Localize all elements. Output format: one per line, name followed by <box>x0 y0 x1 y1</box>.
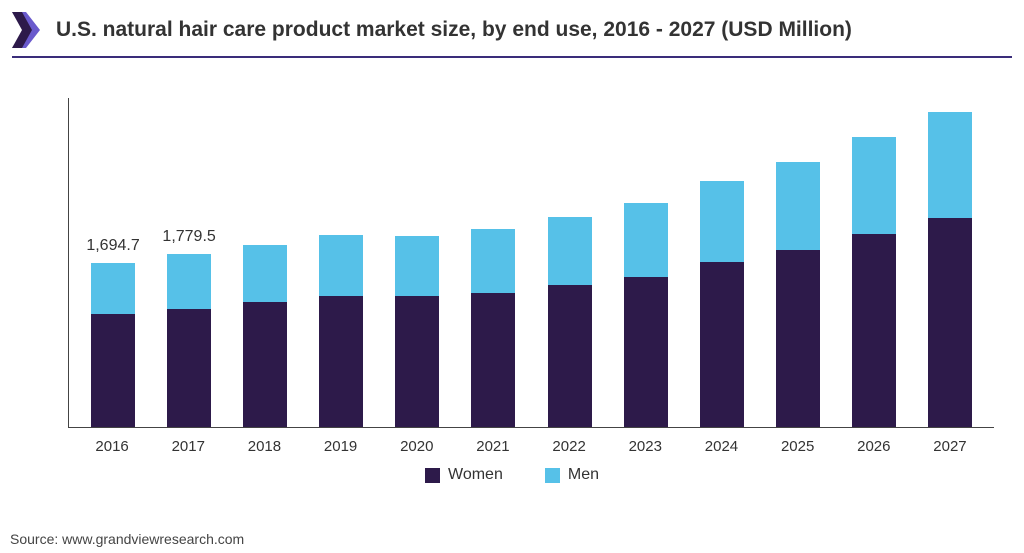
x-axis-label: 2017 <box>150 432 226 458</box>
legend: Women Men <box>0 466 1024 484</box>
bar-segment-women <box>928 218 972 427</box>
bar-stack <box>776 162 820 427</box>
x-axis-label: 2016 <box>74 432 150 458</box>
x-axis-label: 2027 <box>912 432 988 458</box>
bar-stack <box>700 181 744 427</box>
bar-segment-women <box>91 314 135 427</box>
bar-stack <box>319 235 363 427</box>
legend-label: Women <box>448 466 503 484</box>
bar-column <box>379 98 455 427</box>
legend-swatch-icon <box>425 468 440 483</box>
bar-segment-men <box>395 236 439 296</box>
bar-segment-women <box>243 302 287 427</box>
legend-item-men: Men <box>545 466 599 484</box>
bar-segment-men <box>319 235 363 296</box>
bar-segment-women <box>852 234 896 427</box>
bar-segment-men <box>700 181 744 262</box>
bar-column <box>836 98 912 427</box>
bar-segment-women <box>395 296 439 427</box>
bar-column <box>684 98 760 427</box>
bars-container: 1,694.7 1,779.5 <box>69 98 994 427</box>
bar-column: 1,779.5 <box>151 98 227 427</box>
bar-stack <box>624 203 668 427</box>
bar-segment-men <box>471 229 515 293</box>
plot-region: 1,694.7 1,779.5 <box>68 98 994 428</box>
x-axis-label: 2022 <box>531 432 607 458</box>
bar-stack <box>471 229 515 427</box>
bar-segment-women <box>624 277 668 427</box>
x-axis-label: 2025 <box>760 432 836 458</box>
bar-column <box>455 98 531 427</box>
bar-column <box>912 98 988 427</box>
bar-stack <box>852 137 896 427</box>
bar-segment-men <box>548 217 592 285</box>
source-attribution: Source: www.grandviewresearch.com <box>10 531 244 547</box>
bar-column <box>227 98 303 427</box>
x-axis-label: 2023 <box>607 432 683 458</box>
x-axis-label: 2026 <box>836 432 912 458</box>
x-axis-label: 2020 <box>379 432 455 458</box>
bar-segment-men <box>91 263 135 315</box>
bar-segment-men <box>928 112 972 219</box>
bar-stack <box>167 254 211 427</box>
x-axis-label: 2021 <box>455 432 531 458</box>
bar-segment-women <box>700 262 744 427</box>
bar-column <box>531 98 607 427</box>
bar-segment-women <box>167 309 211 427</box>
bar-segment-women <box>776 250 820 427</box>
bar-column <box>760 98 836 427</box>
bar-segment-men <box>243 245 287 302</box>
legend-label: Men <box>568 466 599 484</box>
chart-area: 1,694.71,779.5 2016201720182019202020212… <box>68 98 994 458</box>
bar-segment-men <box>624 203 668 277</box>
bar-segment-women <box>548 285 592 427</box>
bar-segment-women <box>319 296 363 427</box>
bar-segment-men <box>167 254 211 308</box>
bar-value-label: 1,779.5 <box>162 228 215 246</box>
x-axis-label: 2018 <box>226 432 302 458</box>
bar-stack <box>243 245 287 427</box>
bar-column <box>608 98 684 427</box>
bar-stack <box>395 236 439 427</box>
bar-stack <box>928 112 972 427</box>
bar-stack <box>548 217 592 427</box>
bar-segment-men <box>852 137 896 234</box>
legend-item-women: Women <box>425 466 503 484</box>
x-axis-label: 2019 <box>303 432 379 458</box>
chart-title: U.S. natural hair care product market si… <box>56 18 852 42</box>
x-axis-label: 2024 <box>683 432 759 458</box>
bar-segment-women <box>471 293 515 427</box>
legend-swatch-icon <box>545 468 560 483</box>
bar-column <box>303 98 379 427</box>
x-axis-labels: 2016201720182019202020212022202320242025… <box>68 432 994 458</box>
bar-stack <box>91 263 135 427</box>
bar-value-label: 1,694.7 <box>86 237 139 255</box>
chart-header: U.S. natural hair care product market si… <box>12 6 1012 58</box>
brand-logo-icon <box>12 12 40 48</box>
bar-segment-men <box>776 162 820 250</box>
bar-column: 1,694.7 <box>75 98 151 427</box>
